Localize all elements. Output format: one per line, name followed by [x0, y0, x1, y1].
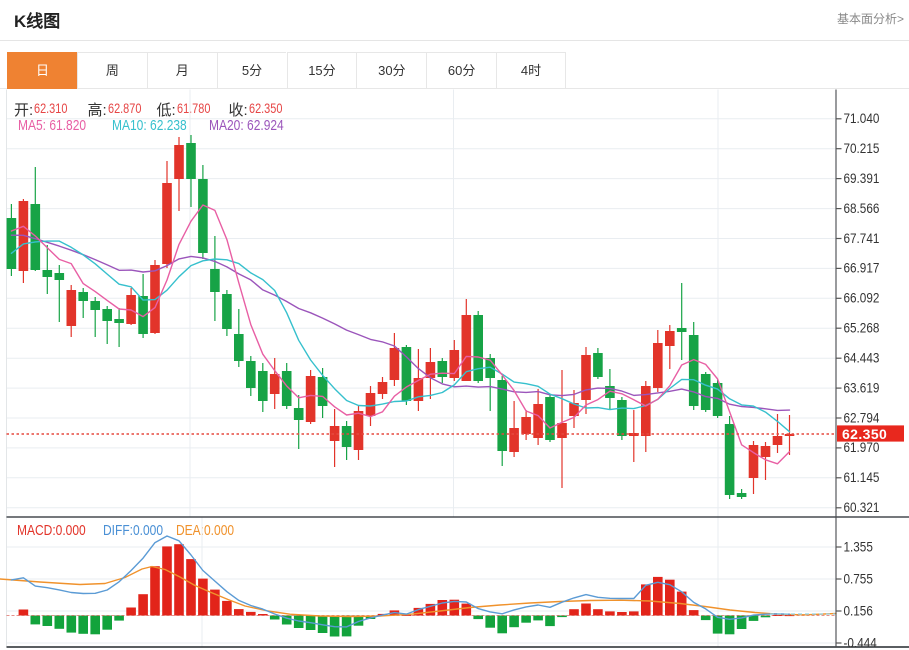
svg-text:66.917: 66.917 — [844, 261, 880, 276]
svg-text:66.092: 66.092 — [844, 291, 880, 306]
svg-text:0.156: 0.156 — [844, 604, 873, 619]
svg-text:68.566: 68.566 — [844, 201, 880, 216]
svg-text:69.391: 69.391 — [844, 171, 880, 186]
svg-text:70.215: 70.215 — [844, 141, 880, 156]
svg-text:62.350: 62.350 — [842, 426, 887, 442]
svg-text:1.355: 1.355 — [844, 540, 873, 555]
svg-text:0.755: 0.755 — [844, 572, 873, 587]
svg-text:60.321: 60.321 — [844, 500, 880, 515]
svg-text:61.145: 61.145 — [844, 470, 880, 485]
svg-text:63.619: 63.619 — [844, 381, 880, 396]
svg-text:67.741: 67.741 — [844, 231, 880, 246]
svg-text:62.794: 62.794 — [844, 411, 880, 426]
svg-text:71.040: 71.040 — [844, 111, 880, 126]
svg-text:-0.444: -0.444 — [844, 636, 877, 650]
svg-text:64.443: 64.443 — [844, 351, 880, 366]
svg-text:65.268: 65.268 — [844, 321, 880, 336]
svg-text:61.970: 61.970 — [844, 440, 880, 455]
